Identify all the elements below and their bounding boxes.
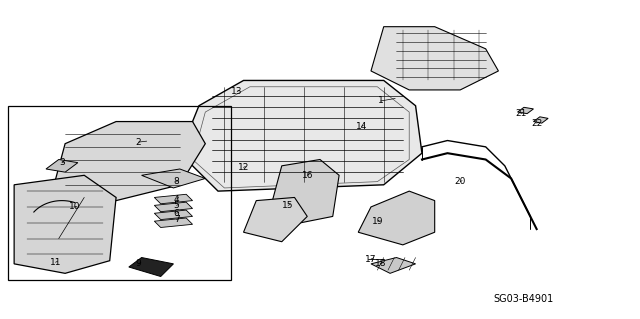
Text: 21: 21	[515, 109, 527, 118]
Text: 16: 16	[301, 171, 313, 180]
Text: 14: 14	[356, 122, 367, 131]
Text: 2: 2	[136, 137, 141, 147]
Polygon shape	[154, 210, 193, 219]
Text: 8: 8	[173, 177, 179, 186]
Text: 13: 13	[232, 87, 243, 96]
Polygon shape	[534, 117, 548, 123]
Text: 17: 17	[365, 255, 377, 263]
Text: 11: 11	[50, 258, 61, 267]
Polygon shape	[358, 191, 435, 245]
Text: 4: 4	[174, 195, 179, 204]
Polygon shape	[141, 169, 205, 188]
Text: 7: 7	[173, 215, 179, 224]
Text: 1: 1	[378, 97, 383, 106]
Polygon shape	[244, 197, 307, 242]
Text: 10: 10	[69, 203, 81, 211]
Text: 22: 22	[531, 119, 542, 128]
Text: 5: 5	[173, 201, 179, 210]
Text: 6: 6	[173, 209, 179, 218]
Bar	[8, 106, 231, 280]
Polygon shape	[269, 160, 339, 223]
Polygon shape	[46, 160, 78, 172]
Polygon shape	[180, 80, 422, 191]
Polygon shape	[14, 175, 116, 273]
Polygon shape	[154, 202, 193, 212]
Polygon shape	[371, 257, 415, 273]
Text: SG03-B4901: SG03-B4901	[494, 293, 554, 304]
Text: 15: 15	[282, 201, 294, 210]
Polygon shape	[154, 194, 193, 204]
Polygon shape	[371, 27, 499, 90]
Text: 19: 19	[372, 217, 383, 226]
Polygon shape	[154, 218, 193, 227]
Polygon shape	[52, 122, 205, 201]
Text: 3: 3	[59, 158, 65, 167]
Text: 12: 12	[238, 163, 249, 172]
Text: 9: 9	[136, 259, 141, 268]
Polygon shape	[518, 107, 534, 114]
Text: 20: 20	[454, 177, 466, 186]
Polygon shape	[129, 257, 173, 277]
Text: 18: 18	[375, 259, 387, 268]
